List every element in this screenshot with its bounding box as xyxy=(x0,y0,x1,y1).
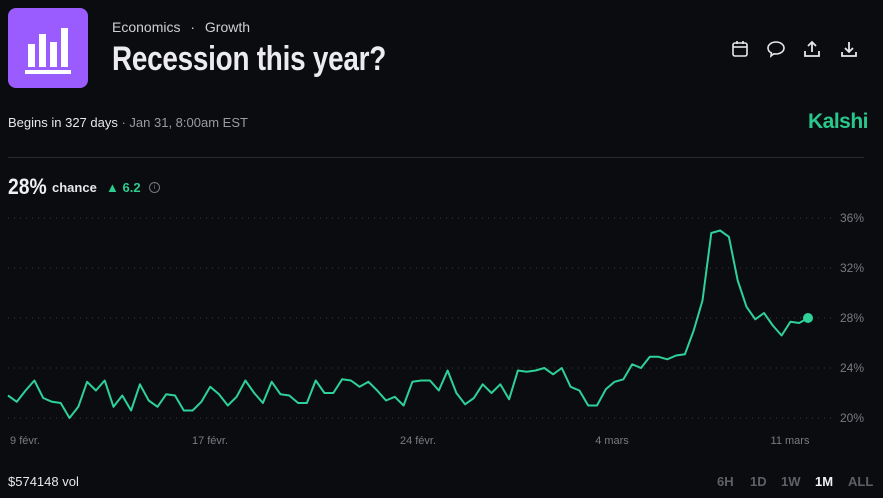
begins-date: Jan 31, 8:00am EST xyxy=(129,115,248,130)
range-1m-button[interactable]: 1M xyxy=(815,474,834,489)
range-1w-button[interactable]: 1W xyxy=(781,474,801,489)
breadcrumb-subcategory[interactable]: Growth xyxy=(204,19,251,35)
info-icon[interactable]: i xyxy=(149,182,160,193)
price-chart[interactable]: 36% 32% 28% 24% 20% 9 févr. 17 févr. 24 févr. 4 … xyxy=(0,200,883,455)
bar-chart-icon xyxy=(25,28,71,74)
x-tick-label: 9 févr. xyxy=(10,435,40,447)
comment-button[interactable] xyxy=(765,38,787,60)
range-6h-button[interactable]: 6H xyxy=(717,474,734,489)
range-all-button[interactable]: ALL xyxy=(848,474,874,489)
breadcrumb-category[interactable]: Economics xyxy=(112,19,181,35)
series-line xyxy=(7,229,809,419)
chance-delta: ▲ 6.2 xyxy=(106,180,141,195)
begins-text: Begins in 327 days xyxy=(8,115,118,130)
breadcrumb-separator: · xyxy=(190,19,196,35)
range-1d-button[interactable]: 1D xyxy=(750,474,767,489)
breadcrumb: Economics · Growth xyxy=(112,19,250,35)
y-tick-label: 24% xyxy=(840,361,864,375)
page-title: Recession this year? xyxy=(112,40,387,78)
volume: $574148 vol xyxy=(8,474,79,489)
timing-separator: · xyxy=(117,115,130,130)
download-button[interactable] xyxy=(838,38,860,60)
x-tick-label: 4 mars xyxy=(595,435,629,447)
x-tick-label: 17 févr. xyxy=(192,435,228,447)
y-tick-label: 20% xyxy=(840,411,864,425)
y-tick-label: 32% xyxy=(840,261,864,275)
x-tick-label: 11 mars xyxy=(771,435,810,447)
download-icon xyxy=(841,42,857,57)
current-chance: 28% xyxy=(8,174,47,199)
divider xyxy=(8,157,864,158)
calendar-icon xyxy=(732,41,748,57)
share-button[interactable] xyxy=(801,38,823,60)
comment-icon xyxy=(767,41,785,58)
x-tick-label: 24 févr. xyxy=(400,435,436,447)
y-tick-label: 28% xyxy=(840,311,864,325)
market-timing: Begins in 327 days · Jan 31, 8:00am EST xyxy=(8,115,248,130)
current-value-marker xyxy=(803,313,813,323)
chance-label: chance xyxy=(52,180,97,195)
market-logo xyxy=(8,8,88,88)
calendar-button[interactable] xyxy=(729,38,751,60)
share-icon xyxy=(804,40,820,57)
y-tick-label: 36% xyxy=(840,211,864,225)
kalshi-logo[interactable]: Kalshi xyxy=(808,110,869,133)
